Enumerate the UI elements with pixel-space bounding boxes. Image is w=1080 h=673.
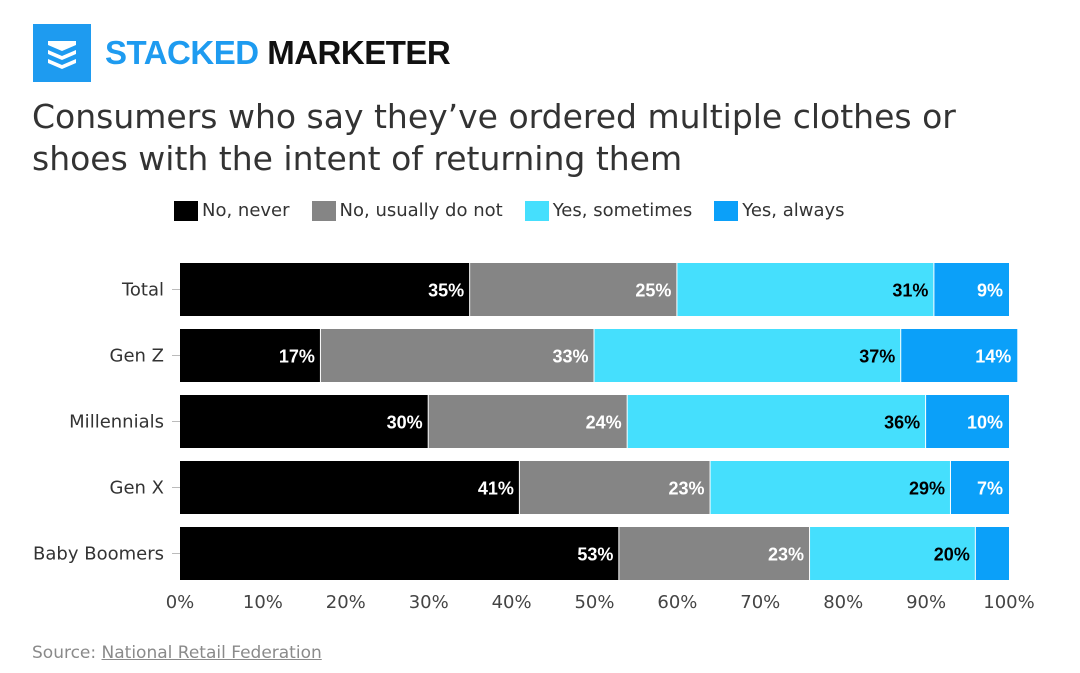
legend-swatch	[714, 200, 739, 221]
bar-segment	[901, 329, 1018, 382]
category-label: Gen Z	[110, 346, 164, 367]
legend-label: No, usually do not	[339, 200, 503, 221]
legend-item: No, never	[174, 200, 290, 221]
chart-title: Consumers who say they’ve ordered multip…	[32, 97, 956, 178]
brand-name: STACKED MARKETER	[105, 34, 451, 72]
x-tick-label: 0%	[166, 592, 195, 613]
data-label: 29%	[909, 479, 945, 499]
data-label: 35%	[428, 281, 464, 301]
x-tick-label: 90%	[906, 592, 946, 613]
data-label: 20%	[934, 545, 970, 565]
bar-segment	[710, 461, 950, 514]
x-tick-label: 30%	[409, 592, 449, 613]
source-label: Source:	[32, 643, 97, 663]
x-tick-label: 60%	[657, 592, 697, 613]
bar-segment	[180, 329, 320, 382]
data-label: 7%	[977, 479, 1003, 499]
bar-segment	[975, 527, 1009, 580]
legend-label: No, never	[202, 200, 290, 221]
data-label: 30%	[387, 413, 423, 433]
x-tick-label: 100%	[983, 592, 1034, 613]
legend-item: Yes, sometimes	[524, 200, 693, 221]
bar-segment	[619, 527, 810, 580]
bar-segment	[950, 461, 1009, 514]
bar-segment	[594, 329, 901, 382]
data-label: 10%	[967, 413, 1003, 433]
legend-swatch	[174, 200, 198, 221]
bar-segment	[180, 395, 428, 448]
x-tick-label: 50%	[574, 592, 614, 613]
category-label: Baby Boomers	[33, 544, 164, 565]
legend-item: Yes, always	[714, 200, 845, 221]
brand-name-part1: STACKED	[105, 34, 259, 71]
bar-segment	[180, 461, 519, 514]
bar-segment	[180, 527, 619, 580]
bar-segment	[934, 263, 1009, 316]
x-tick-label: 70%	[740, 592, 780, 613]
source-note: Source: National Retail Federation	[32, 643, 322, 663]
data-label: 25%	[635, 281, 671, 301]
data-label: 23%	[768, 545, 804, 565]
data-label: 41%	[478, 479, 514, 499]
bar-segment	[428, 395, 627, 448]
bar-segment	[926, 395, 1009, 448]
stacked-layers-icon	[33, 24, 91, 82]
data-label: 53%	[577, 545, 613, 565]
data-label: 37%	[859, 347, 895, 367]
bar-segment	[320, 329, 594, 382]
data-label: 31%	[892, 281, 928, 301]
bar-segment	[677, 263, 934, 316]
legend-label: Yes, sometimes	[552, 200, 693, 221]
x-tick-label: 20%	[326, 592, 366, 613]
data-label: 36%	[884, 413, 920, 433]
data-label: 33%	[552, 347, 588, 367]
x-tick-label: 40%	[492, 592, 532, 613]
legend-swatch	[524, 200, 549, 221]
legend-label: Yes, always	[742, 200, 845, 221]
brand-name-part2: MARKETER	[267, 34, 451, 71]
data-label: 24%	[586, 413, 622, 433]
x-tick-label: 80%	[823, 592, 863, 613]
data-label: 23%	[669, 479, 705, 499]
legend-swatch	[311, 200, 336, 221]
legend-item: No, usually do not	[311, 200, 503, 221]
bar-segment	[810, 527, 975, 580]
bar-segment	[180, 263, 470, 316]
bar-segment	[470, 263, 677, 316]
brand-header: STACKED MARKETER	[33, 24, 451, 82]
category-label: Total	[121, 280, 164, 301]
bar-segment	[519, 461, 710, 514]
source-link[interactable]: National Retail Federation	[101, 643, 322, 663]
data-label: 9%	[977, 281, 1003, 301]
bar-segment	[627, 395, 926, 448]
data-label: 17%	[279, 347, 315, 367]
x-tick-label: 10%	[243, 592, 283, 613]
category-label: Millennials	[69, 412, 164, 433]
stacked-bar-chart: Total 35% 25% 31% 9% Gen Z 17% 33% 37% 14% Millenn…	[33, 263, 1035, 613]
chart-legend: No, never No, usually do not Yes, sometime…	[174, 200, 867, 221]
data-label: 14%	[975, 347, 1011, 367]
category-label: Gen X	[110, 478, 164, 499]
